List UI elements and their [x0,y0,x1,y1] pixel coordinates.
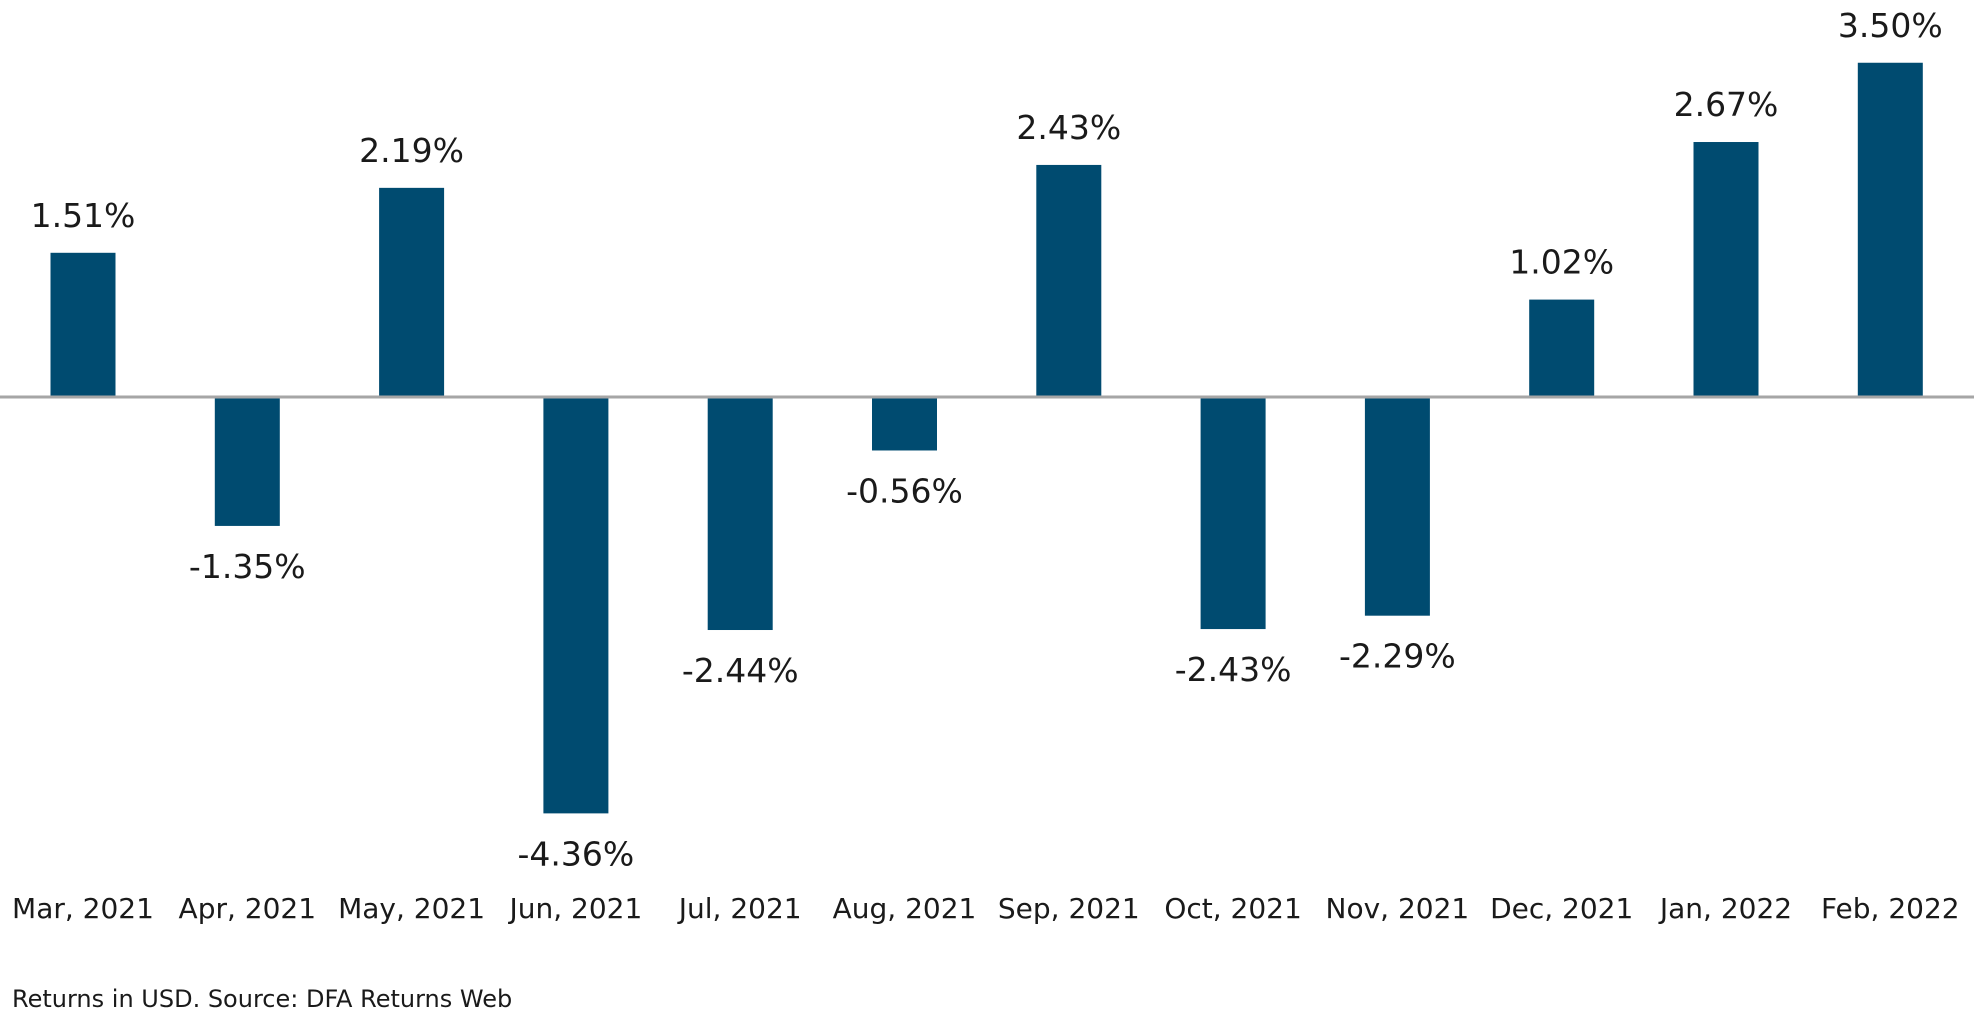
bar-4 [543,397,609,814]
bar-9 [1364,397,1430,616]
data-label-2: -1.35% [189,547,306,586]
bar-10 [1529,299,1595,397]
bar-5 [707,397,773,631]
data-label-8: -2.43% [1175,650,1292,689]
data-label-12: 3.50% [1838,6,1943,45]
data-label-4: -4.36% [518,834,635,873]
category-label-4: Jun, 2021 [507,892,642,925]
bar-2 [214,397,280,526]
data-label-7: 2.43% [1016,108,1121,147]
bar-11 [1693,142,1759,397]
bar-8 [1200,397,1266,630]
data-label-5: -2.44% [682,651,799,690]
category-label-6: Aug, 2021 [833,892,977,925]
data-label-1: 1.51% [31,196,136,235]
category-label-12: Feb, 2022 [1821,892,1960,925]
category-label-7: Sep, 2021 [998,892,1140,925]
category-label-1: Mar, 2021 [12,892,154,925]
category-labels-group: Mar, 2021 Apr, 2021 May, 2021 Jun, 2021 Jul,… [12,892,1960,925]
category-label-3: May, 2021 [338,892,485,925]
data-label-3: 2.19% [359,131,464,170]
bar-7 [1036,164,1102,397]
bar-3 [379,187,445,397]
data-label-6: -0.56% [846,471,963,510]
bar-12 [1857,62,1923,397]
category-label-2: Apr, 2021 [179,892,317,925]
category-label-5: Jul, 2021 [677,892,802,925]
category-label-11: Jan, 2022 [1658,892,1792,925]
bars-group [50,62,1923,814]
bar-6 [872,397,937,451]
bar-1 [50,252,116,397]
data-label-9: -2.29% [1339,637,1456,676]
data-label-11: 2.67% [1674,85,1779,124]
category-label-8: Oct, 2021 [1164,892,1301,925]
category-label-9: Nov, 2021 [1326,892,1470,925]
data-labels-group: 1.51% -1.35% 2.19% -4.36% -2.44% -0.56% 2.43% -… [31,6,1943,874]
category-label-10: Dec, 2021 [1490,892,1633,925]
source-footnote: Returns in USD. Source: DFA Returns Web [12,985,513,1013]
data-label-10: 1.02% [1509,243,1614,282]
